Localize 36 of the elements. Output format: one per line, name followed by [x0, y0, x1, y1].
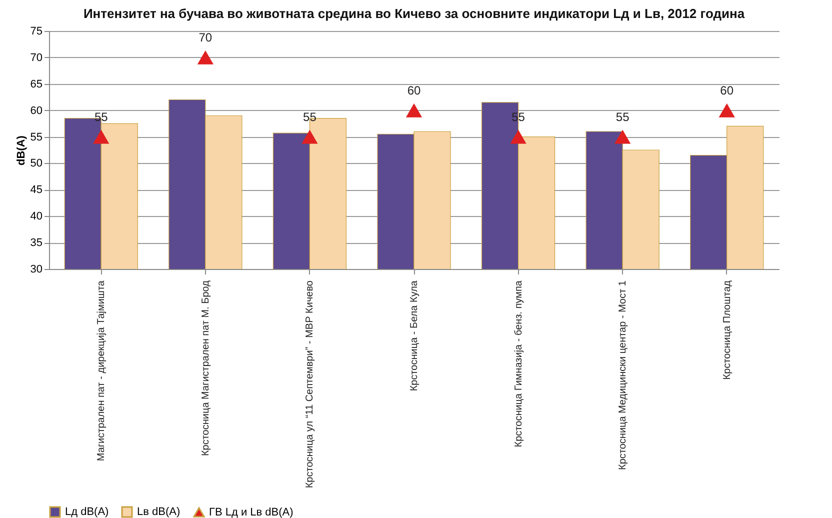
data-label: 70: [198, 30, 212, 44]
y-tick-label: 70: [30, 52, 42, 64]
point: [718, 103, 735, 118]
data-label: 55: [616, 110, 630, 124]
point: [510, 130, 526, 144]
y-tick-label: 65: [30, 78, 42, 90]
y-tick-label: 40: [30, 210, 42, 223]
x-tick-label: Крстосница ул “11 Септември” - МВР Кичево: [304, 280, 316, 488]
data-label: 55: [303, 110, 317, 124]
legend-label: Lд dB(A): [65, 506, 109, 518]
chart-title: Интензитет на бучава во животната средина во Кичево за основните индикатори Lд и Lв, 2012 година: [83, 6, 746, 21]
point: [406, 103, 422, 118]
y-tick-label: 35: [30, 237, 42, 250]
x-tick-label: Крстосница Магистрален пат М. Брод: [200, 280, 212, 456]
legend-label: Lв dB(A): [137, 506, 180, 518]
y-axis-title: dB(A): [15, 135, 28, 166]
legend-label: ГВ Lд и Lв dB(A): [209, 506, 294, 518]
x-tick-label: Крстосница - Бела Кула: [409, 280, 420, 392]
y-tick-label: 60: [30, 104, 42, 117]
data-label: 55: [94, 110, 108, 124]
x-tick-label: Магистрален пат - дирекција Тајмишта: [96, 280, 108, 462]
y-tick-label: 55: [30, 131, 42, 144]
data-label: 55: [512, 110, 526, 124]
x-tick-label: Крстосница Гимназија - бенз. пумпа: [513, 280, 524, 448]
y-tick-label: 45: [30, 184, 42, 196]
point: [93, 130, 110, 144]
x-tick-label: Крстосница Медицински центар - Мост 1: [618, 280, 629, 470]
data-label: 60: [720, 83, 734, 98]
y-tick-label: 50: [30, 158, 42, 170]
point: [302, 130, 318, 144]
y-tick-label: 75: [30, 26, 42, 38]
point: [197, 50, 214, 64]
x-tick-label: Крстосница Плоштад: [722, 280, 733, 380]
data-label: 60: [407, 83, 421, 98]
point: [614, 130, 631, 144]
y-tick-label: 30: [30, 264, 42, 276]
